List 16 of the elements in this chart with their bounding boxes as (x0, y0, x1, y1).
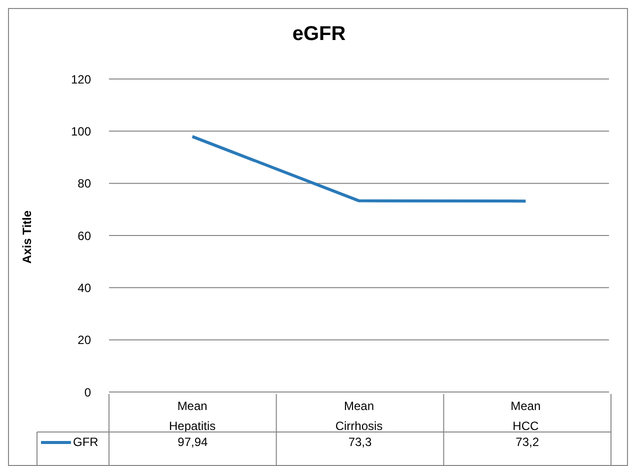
y-tick-label: 120 (70, 72, 92, 86)
chart-title: eGFR (291, 23, 347, 46)
y-tick-label: 40 (78, 280, 92, 295)
data-label: 73,2 (514, 435, 540, 449)
y-tick-label: 0 (84, 385, 92, 400)
y-tick-label: 60 (78, 228, 92, 243)
y-tick-label: 100 (70, 124, 92, 138)
y-axis-title: Axis Title (20, 210, 34, 264)
data-label: 73,3 (347, 435, 373, 449)
y-tick-label: 20 (78, 333, 92, 348)
legend-label: GFR (73, 435, 98, 449)
x-tick-label: Mean Cirrhosis (335, 399, 383, 433)
y-tick-label: 80 (78, 176, 92, 191)
x-tick-label: Mean HCC (510, 399, 541, 433)
x-tick-label: Mean Hepatitis (168, 399, 216, 433)
data-label: 97,94 (176, 435, 209, 449)
